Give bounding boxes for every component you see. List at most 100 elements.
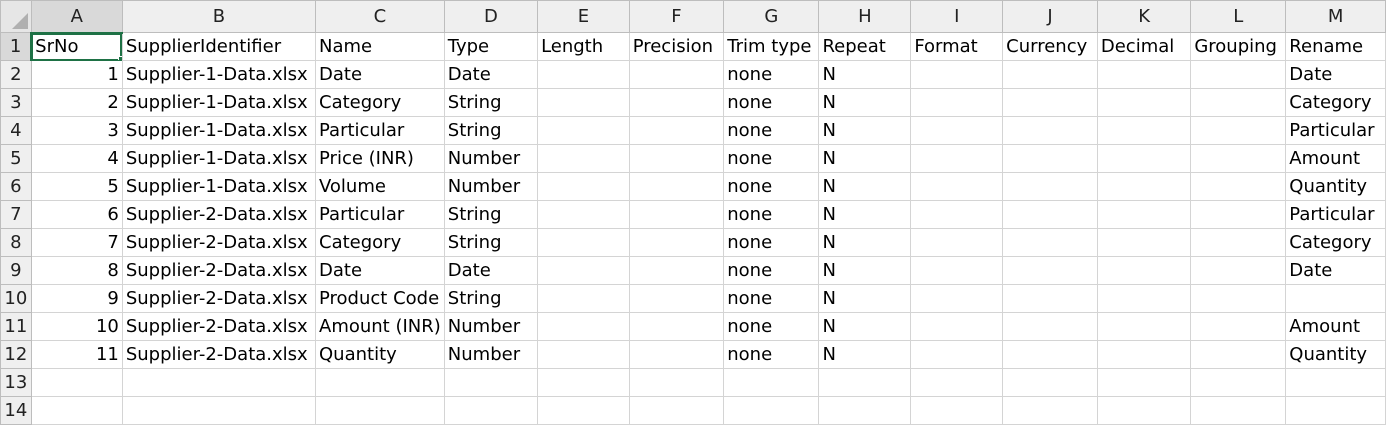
cell-d9[interactable]: Date (443, 256, 539, 285)
cell-k6[interactable] (1096, 172, 1192, 201)
cell-g11[interactable]: none (723, 312, 820, 341)
cell-b10[interactable]: Supplier-2-Data.xlsx (121, 284, 317, 313)
cell-c1[interactable]: Name (315, 32, 445, 61)
column-header-d[interactable]: D (443, 0, 539, 33)
cell-j4[interactable] (1002, 116, 1098, 145)
cell-c8[interactable]: Category (315, 228, 445, 257)
row-header[interactable]: 2 (0, 60, 32, 89)
cell-k13[interactable] (1096, 368, 1192, 397)
cell-l3[interactable] (1190, 88, 1287, 117)
cell-a5[interactable]: 4 (30, 144, 123, 173)
cell-g10[interactable]: none (723, 284, 820, 313)
cell-k2[interactable] (1096, 60, 1192, 89)
cell-m1[interactable]: Rename (1285, 32, 1386, 61)
cell-b2[interactable]: Supplier-1-Data.xlsx (121, 60, 317, 89)
cell-l12[interactable] (1190, 340, 1287, 369)
column-header-b[interactable]: B (121, 0, 317, 33)
cell-e14[interactable] (537, 396, 630, 425)
cell-e4[interactable] (537, 116, 630, 145)
cell-d6[interactable]: Number (443, 172, 539, 201)
cell-g3[interactable]: none (723, 88, 820, 117)
cell-c6[interactable]: Volume (315, 172, 445, 201)
cell-i1[interactable]: Format (910, 32, 1004, 61)
cell-d3[interactable]: String (443, 88, 539, 117)
cell-i6[interactable] (910, 172, 1004, 201)
cell-m5[interactable]: Amount (1285, 144, 1386, 173)
cell-d2[interactable]: Date (443, 60, 539, 89)
cell-a7[interactable]: 6 (30, 200, 123, 229)
row-header[interactable]: 13 (0, 368, 32, 397)
cell-a6[interactable]: 5 (30, 172, 123, 201)
column-header-f[interactable]: F (628, 0, 725, 33)
column-header-c[interactable]: C (315, 0, 445, 33)
cell-g9[interactable]: none (723, 256, 820, 285)
cell-j6[interactable] (1002, 172, 1098, 201)
cell-e9[interactable] (537, 256, 630, 285)
cell-m3[interactable]: Category (1285, 88, 1386, 117)
cell-g1[interactable]: Trim type (723, 32, 820, 61)
cell-m6[interactable]: Quantity (1285, 172, 1386, 201)
cell-f12[interactable] (628, 340, 725, 369)
cell-g12[interactable]: none (723, 340, 820, 369)
cell-b5[interactable]: Supplier-1-Data.xlsx (121, 144, 317, 173)
row-header[interactable]: 4 (0, 116, 32, 145)
cell-f3[interactable] (628, 88, 725, 117)
cell-c4[interactable]: Particular (315, 116, 445, 145)
cell-a8[interactable]: 7 (30, 228, 123, 257)
cell-a3[interactable]: 2 (30, 88, 123, 117)
cell-j1[interactable]: Currency (1002, 32, 1098, 61)
cell-l9[interactable] (1190, 256, 1287, 285)
cell-h5[interactable]: N (818, 144, 912, 173)
cell-g7[interactable]: none (723, 200, 820, 229)
cell-e1[interactable]: Length (537, 32, 630, 61)
cell-b14[interactable] (121, 396, 317, 425)
cell-l7[interactable] (1190, 200, 1287, 229)
cell-l13[interactable] (1190, 368, 1287, 397)
cell-d11[interactable]: Number (443, 312, 539, 341)
cell-a4[interactable]: 3 (30, 116, 123, 145)
cell-f8[interactable] (628, 228, 725, 257)
cell-a11[interactable]: 10 (30, 312, 123, 341)
cell-g4[interactable]: none (723, 116, 820, 145)
cell-i12[interactable] (910, 340, 1004, 369)
cell-c3[interactable]: Category (315, 88, 445, 117)
cell-j2[interactable] (1002, 60, 1098, 89)
cell-k8[interactable] (1096, 228, 1192, 257)
cell-f13[interactable] (628, 368, 725, 397)
cell-k11[interactable] (1096, 312, 1192, 341)
cell-f11[interactable] (628, 312, 725, 341)
cell-i11[interactable] (910, 312, 1004, 341)
cell-m10[interactable] (1285, 284, 1386, 313)
cell-h11[interactable]: N (818, 312, 912, 341)
cell-i10[interactable] (910, 284, 1004, 313)
cell-l2[interactable] (1190, 60, 1287, 89)
cell-c5[interactable]: Price (INR) (315, 144, 445, 173)
cell-e7[interactable] (537, 200, 630, 229)
cell-c11[interactable]: Amount (INR) (315, 312, 445, 341)
cell-c2[interactable]: Date (315, 60, 445, 89)
cell-m8[interactable]: Category (1285, 228, 1386, 257)
cell-b1[interactable]: SupplierIdentifier (121, 32, 317, 61)
cell-b8[interactable]: Supplier-2-Data.xlsx (121, 228, 317, 257)
column-header-i[interactable]: I (910, 0, 1004, 33)
cell-a13[interactable] (30, 368, 123, 397)
cell-l4[interactable] (1190, 116, 1287, 145)
cell-h10[interactable]: N (818, 284, 912, 313)
cell-k10[interactable] (1096, 284, 1192, 313)
cell-k1[interactable]: Decimal (1096, 32, 1192, 61)
cell-j8[interactable] (1002, 228, 1098, 257)
cell-h13[interactable] (818, 368, 912, 397)
cell-j11[interactable] (1002, 312, 1098, 341)
cell-b12[interactable]: Supplier-2-Data.xlsx (121, 340, 317, 369)
cell-j3[interactable] (1002, 88, 1098, 117)
cell-b6[interactable]: Supplier-1-Data.xlsx (121, 172, 317, 201)
cell-d1[interactable]: Type (443, 32, 539, 61)
cell-e8[interactable] (537, 228, 630, 257)
cell-c10[interactable]: Product Code (315, 284, 445, 313)
cell-f10[interactable] (628, 284, 725, 313)
cell-l1[interactable]: Grouping (1190, 32, 1287, 61)
cell-i2[interactable] (910, 60, 1004, 89)
row-header[interactable]: 11 (0, 312, 32, 341)
cell-m11[interactable]: Amount (1285, 312, 1386, 341)
cell-k7[interactable] (1096, 200, 1192, 229)
